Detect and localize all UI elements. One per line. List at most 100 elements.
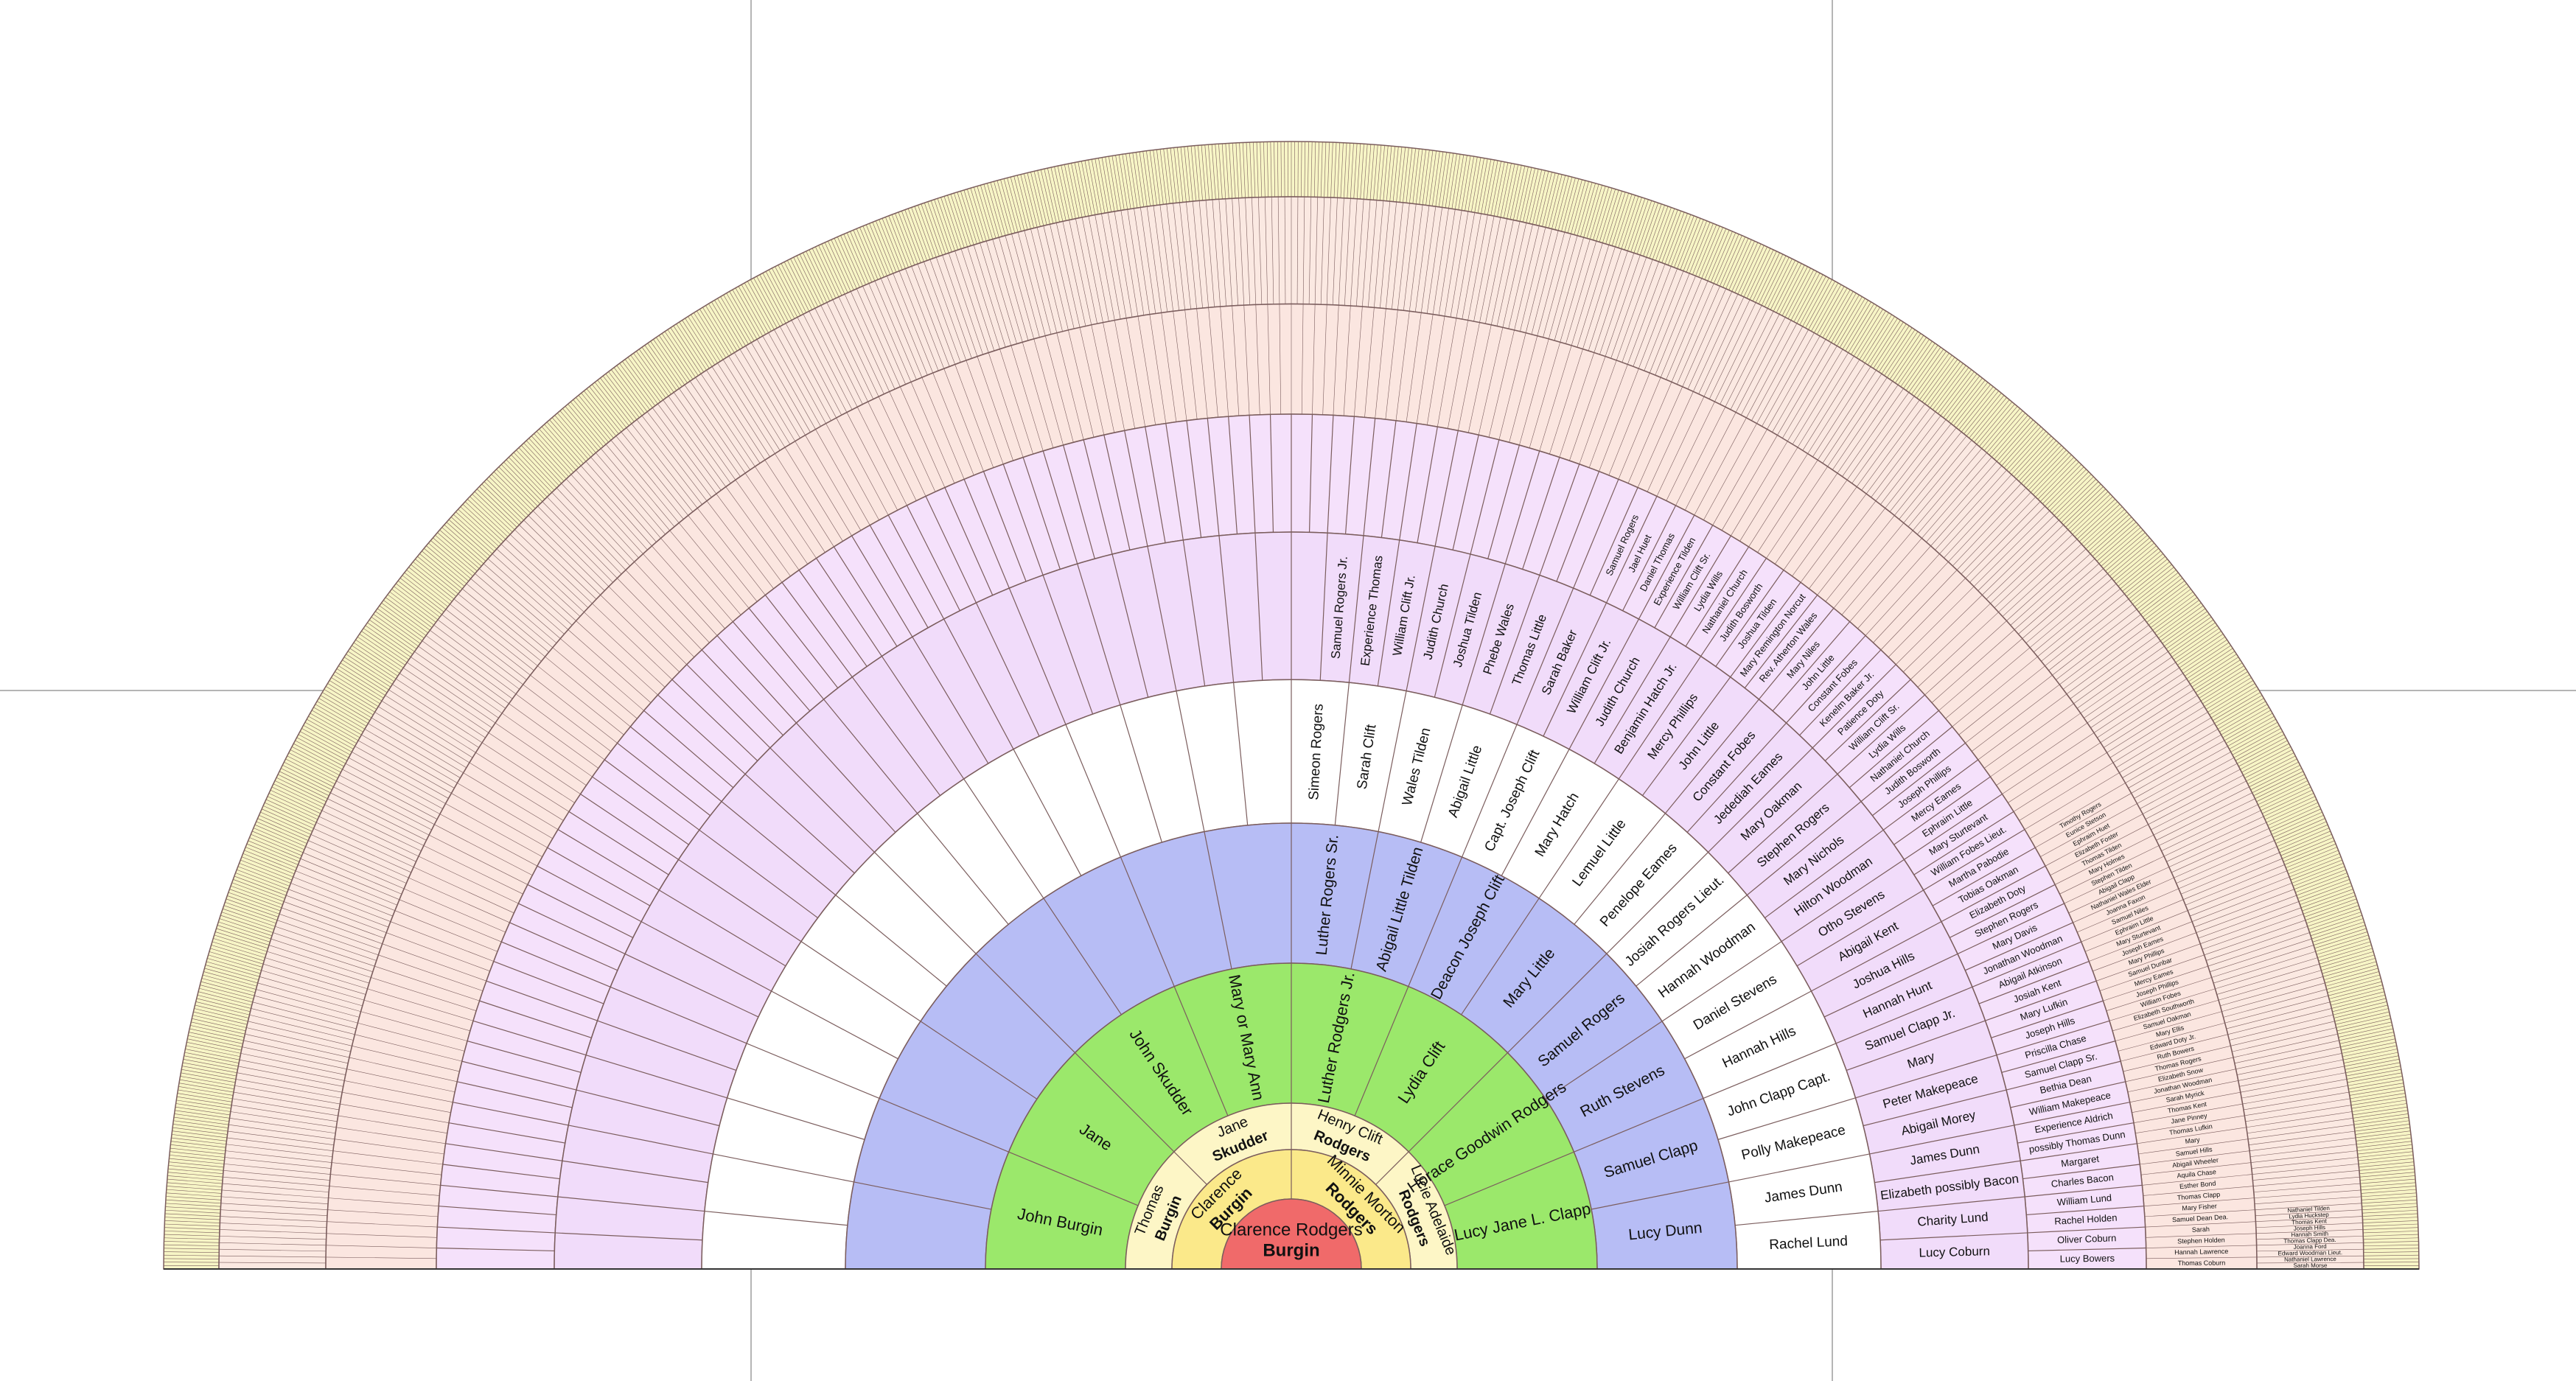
division-line [1149,314,1167,424]
division-line [1173,203,1185,310]
division-line [357,636,404,668]
division-line [1865,553,1940,636]
division-line [1137,315,1156,425]
division-line [1033,338,1064,446]
division-line [342,769,438,819]
division-line [954,363,994,468]
division-line [1254,533,1263,680]
division-line [198,991,252,1006]
division-line [172,1124,228,1132]
division-line [464,501,506,539]
division-line [656,337,688,383]
division-line [2207,932,2310,967]
division-line [2353,1110,2408,1119]
division-line [528,438,567,480]
division-line [2195,662,2243,693]
division-line [252,1001,357,1029]
division-line [869,525,929,629]
division-line [1983,408,2020,451]
division-line [2317,941,2371,958]
division-line [2345,1059,2400,1070]
division-line [1608,372,1650,476]
division-line [326,1233,437,1238]
division-line [246,843,299,865]
division-line [610,440,680,523]
division-line [1269,414,1274,533]
division-line [1461,724,1518,858]
division-line [1842,388,1904,477]
division-line [371,717,464,773]
division-line [1067,164,1080,218]
division-line [1862,314,1892,362]
division-line [947,195,965,248]
division-line [213,938,267,955]
division-line [1557,177,1573,231]
division-line [2087,662,2176,724]
division-line [2342,1045,2397,1057]
division-line [937,198,955,251]
division-line [602,375,638,420]
division-line [2059,481,2099,521]
division-line [418,856,519,904]
division-line [1149,150,1157,206]
division-line [1749,249,1774,300]
division-line [2008,430,2047,473]
division-line [1274,141,1275,197]
division-line [237,1072,343,1093]
division-line [1955,384,1991,428]
division-line [2073,640,2161,704]
division-line [428,834,528,885]
division-line [493,960,604,1004]
division-line [404,572,448,607]
division-line [935,256,972,358]
division-line [313,707,362,735]
division-line [185,1049,240,1060]
division-line [679,388,741,477]
division-line [1353,143,1358,199]
division-line [1781,266,1808,316]
division-line [179,1079,234,1089]
division-line [669,530,741,615]
division-line [1136,152,1145,207]
division-line [229,889,282,909]
division-line [934,199,952,252]
division-line [803,314,853,410]
division-line [1218,535,1235,682]
division-line [2080,651,2168,713]
division-line [2286,850,2339,872]
division-line [2326,974,2381,990]
division-line [2025,573,2108,643]
division-line [298,734,348,761]
division-line [220,1209,328,1216]
division-line [311,710,360,738]
division-line [668,396,731,483]
division-line [1935,367,1969,412]
division-line [1252,197,1257,304]
division-line [1825,291,1854,340]
division-line [2154,600,2199,634]
division-line [2090,667,2179,728]
division-line [2164,614,2210,647]
division-line [2256,1248,2364,1252]
division-line [2211,945,2314,978]
division-line [2286,847,2337,868]
division-line [1583,183,1599,238]
division-line [1969,506,2045,583]
division-line [1509,335,1538,443]
gen7-person-label: Rachel Holden [2054,1212,2118,1227]
division-line [2151,780,2247,831]
division-line [274,780,325,805]
division-line [2133,1103,2243,1123]
division-line [164,1223,220,1227]
division-line [1182,539,1206,686]
division-line [1362,199,1371,307]
division-line [1101,213,1121,319]
division-line [1919,354,1952,400]
division-line [1775,472,1838,564]
division-line [716,493,783,583]
division-line [901,211,921,263]
division-line [963,479,1010,589]
division-line [1095,214,1115,321]
division-line [1103,322,1125,431]
division-line [1677,286,1720,385]
